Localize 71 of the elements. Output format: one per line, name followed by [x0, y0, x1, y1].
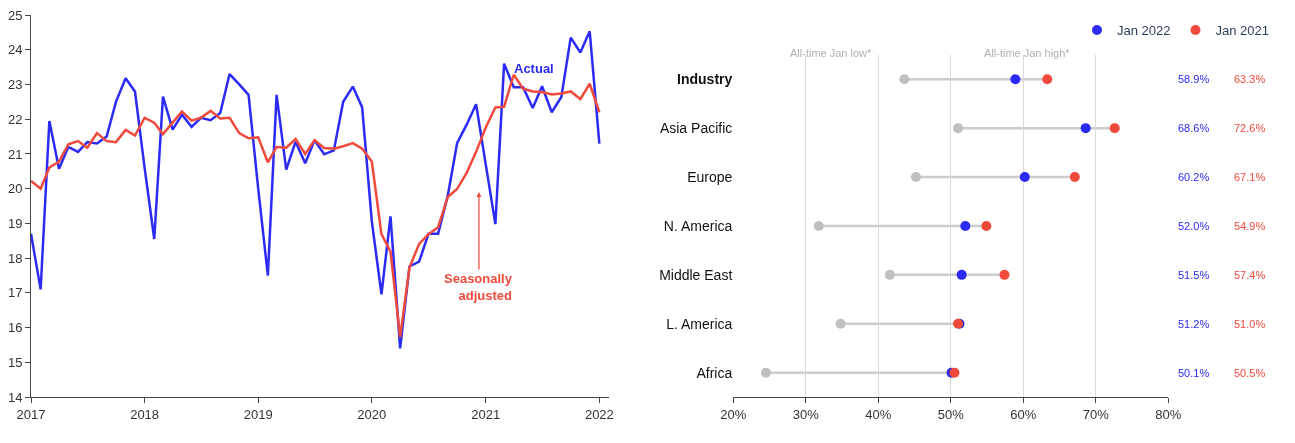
y-tick-label: Europe — [687, 168, 733, 185]
x-tick-label: 60% — [1010, 406, 1037, 422]
annotation: Seasonally adjusted — [444, 271, 513, 303]
annotation: All-time Jan low* — [790, 47, 873, 59]
y-tick-label: Middle East — [659, 266, 733, 283]
point — [953, 123, 964, 134]
point — [1042, 74, 1053, 85]
y-tick-label: 21 — [7, 146, 23, 162]
point — [813, 220, 824, 231]
y-tick-label: 22 — [7, 111, 23, 127]
data-label: 52.0% — [1178, 220, 1210, 232]
x-tick-label: 20% — [720, 406, 747, 422]
y-tick-label: 19 — [7, 215, 23, 231]
data-label: 51.2% — [1178, 318, 1210, 330]
point — [999, 269, 1010, 280]
annotation: All-time Jan high* — [984, 47, 1071, 59]
x-tick-label: 30% — [792, 406, 820, 422]
data-label: 60.2% — [1178, 171, 1210, 183]
x-tick-label: 40% — [865, 406, 892, 422]
y-tick-label: L. America — [666, 315, 733, 332]
line-series — [31, 73, 601, 339]
point — [1019, 172, 1030, 183]
y-tick-label: 14 — [7, 389, 23, 405]
point — [1080, 123, 1091, 134]
point — [960, 220, 971, 231]
line-series — [31, 30, 601, 350]
point — [981, 220, 992, 231]
x-tick-label: 50% — [937, 406, 965, 422]
x-tick-label: 70% — [1082, 406, 1110, 422]
point — [911, 172, 922, 183]
legend-label: Jan 2021 — [1215, 23, 1269, 39]
point — [1069, 172, 1080, 183]
y-tick-label: 24 — [7, 42, 23, 58]
y-tick-label: 16 — [7, 320, 23, 336]
legend-label: Jan 2022 — [1117, 23, 1171, 39]
y-tick-label: 15 — [7, 354, 23, 370]
y-tick-label: Africa — [696, 364, 733, 381]
y-tick-label: 17 — [7, 285, 23, 301]
point — [956, 269, 967, 280]
point — [899, 74, 910, 85]
data-label: 51.5% — [1178, 269, 1210, 281]
x-tick-label: 2019 — [243, 406, 273, 422]
y-tick-label: Industry — [677, 71, 733, 88]
data-label: 58.9% — [1178, 73, 1210, 85]
point — [835, 318, 846, 329]
y-tick-label: 23 — [7, 77, 23, 93]
y-tick-label: 18 — [7, 250, 23, 266]
data-label: 54.9% — [1234, 220, 1266, 232]
annotation: Actual — [514, 61, 554, 76]
data-label: 63.3% — [1234, 73, 1266, 85]
y-tick-label: Asia Pacific — [659, 120, 733, 137]
data-label: 72.6% — [1234, 122, 1266, 134]
y-tick-label: N. America — [663, 217, 733, 234]
x-tick-label: 2018 — [130, 406, 160, 422]
data-label: 50.5% — [1234, 367, 1266, 379]
y-tick-label: 20 — [7, 181, 23, 197]
x-tick-label: 2020 — [357, 406, 387, 422]
data-label: 67.1% — [1234, 171, 1266, 183]
x-tick-label: 2017 — [16, 406, 46, 422]
point — [1010, 74, 1021, 85]
x-tick-label: 80% — [1155, 406, 1182, 422]
data-label: 57.4% — [1234, 269, 1266, 281]
x-tick-label: 2022 — [584, 406, 614, 422]
point — [1109, 123, 1120, 134]
data-label: 51.0% — [1234, 318, 1266, 330]
y-tick-label: 25 — [7, 7, 23, 23]
data-label: 68.6% — [1178, 122, 1210, 134]
x-tick-label: 2021 — [471, 406, 501, 422]
data-label: 50.1% — [1178, 367, 1210, 379]
point — [884, 269, 895, 280]
point — [760, 367, 771, 378]
